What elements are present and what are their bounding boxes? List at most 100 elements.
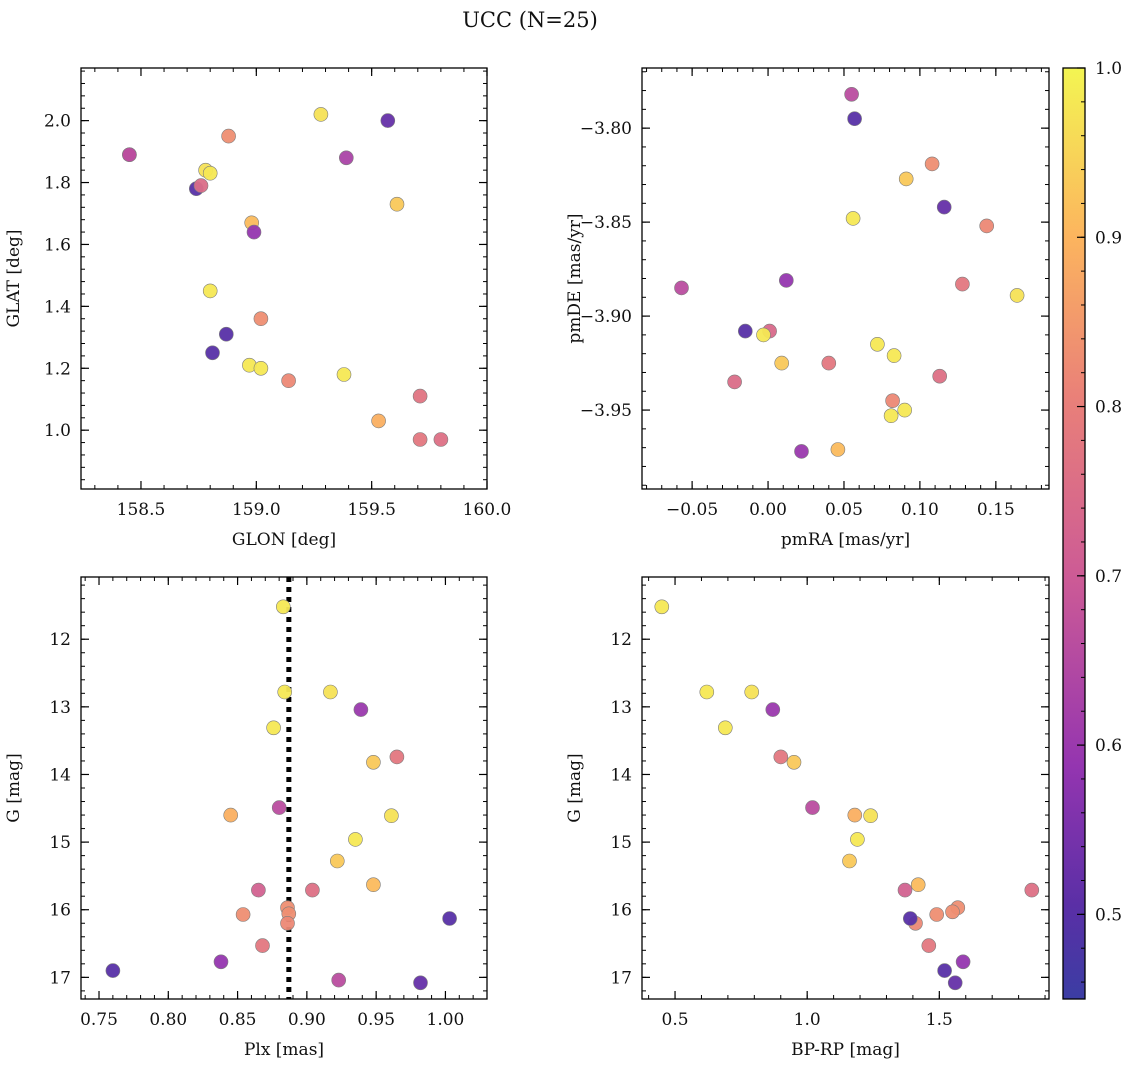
- scatter-point: [929, 907, 945, 922]
- scatter-point: [842, 853, 857, 869]
- scatter-point: [737, 323, 753, 339]
- y-axis-label: G [mag]: [565, 753, 585, 822]
- x-tick-label: 1.5: [926, 1010, 953, 1030]
- plot-frame: [80, 576, 488, 1000]
- scatter-point: [213, 954, 229, 970]
- colorbar-tick-label: 0.6: [1095, 736, 1122, 756]
- colorbar-tick-label: 0.9: [1095, 228, 1122, 248]
- scatter-point: [122, 147, 137, 162]
- scatter-point: [945, 904, 960, 920]
- scatter-point: [384, 808, 399, 824]
- scatter-point: [433, 432, 449, 447]
- scatter-point: [266, 720, 281, 736]
- scatter-point: [280, 915, 295, 931]
- scatter-point: [442, 911, 457, 926]
- y-axis-label: GLAT [deg]: [4, 229, 24, 327]
- scatter-point: [1024, 882, 1040, 898]
- scatter-point: [1009, 288, 1025, 303]
- scatter-point: [765, 702, 781, 717]
- x-axis-label: Plx [mas]: [244, 1040, 324, 1060]
- y-axis-label: G [mag]: [4, 753, 24, 822]
- scatter-point: [277, 684, 293, 700]
- scatter-point: [955, 954, 971, 970]
- scatter-point: [773, 749, 789, 765]
- scatter-point: [897, 402, 913, 418]
- scatter-point: [794, 444, 809, 459]
- scatter-point: [235, 907, 251, 922]
- scatter-point: [223, 807, 238, 823]
- y-tick-label: 13: [610, 698, 632, 718]
- y-tick-label: 17: [610, 968, 632, 988]
- scatter-point: [253, 311, 269, 327]
- scatter-point: [348, 832, 363, 847]
- scatter-point: [389, 196, 405, 212]
- x-tick-label: 0.00: [749, 500, 787, 520]
- scatter-points: [674, 87, 1025, 459]
- x-axis-label: GLON [deg]: [232, 530, 336, 550]
- scatter-points: [105, 599, 457, 991]
- y-tick-label: 1.4: [44, 297, 71, 317]
- scatter-point: [932, 368, 948, 384]
- scatter-point: [921, 938, 937, 953]
- scatter-point: [786, 754, 802, 770]
- panel-glon-glat: 158.5 159.0 159.5 160.0 1.0 1.2 1.4 1.6 1.8 2.0 GL…: [4, 67, 511, 550]
- colorbar: 0.5 0.6 0.7 0.8 0.9 1.0: [1062, 59, 1122, 1000]
- scatter-point: [275, 599, 291, 615]
- colorbar-tick-label: 0.5: [1095, 905, 1122, 925]
- scatter-point: [774, 355, 790, 371]
- x-tick-label: 0.05: [825, 500, 863, 520]
- colorbar-tick-label: 1.0: [1095, 59, 1122, 79]
- scatter-point: [329, 853, 345, 869]
- scatter-point: [756, 327, 771, 343]
- x-tick-label: −0.05: [666, 500, 718, 520]
- scatter-point: [380, 113, 396, 128]
- y-tick-label: 15: [610, 833, 632, 853]
- y-tick-label: 14: [610, 765, 632, 785]
- scatter-point: [255, 938, 270, 953]
- scatter-point: [924, 156, 940, 172]
- scatter-point: [366, 877, 381, 893]
- y-tick-label: −3.90: [580, 307, 632, 327]
- y-tick-label: −3.85: [580, 213, 632, 233]
- x-tick-label: 1.0: [794, 1010, 821, 1030]
- x-axis-label: pmRA [mas/yr]: [781, 530, 910, 550]
- scatter-point: [323, 684, 338, 700]
- scatter-point: [727, 374, 742, 390]
- scatter-point: [847, 111, 862, 126]
- x-tick-label: 159.5: [347, 500, 396, 520]
- y-tick-label: 12: [610, 630, 632, 650]
- scatter-point: [305, 882, 320, 898]
- x-tick-label: 0.80: [149, 1010, 187, 1030]
- panel-bprp-g: 0.5 1.0 1.5 12 13 14 15 16 17 BP-RP [mag] G [mag]: [565, 576, 1050, 1060]
- scatter-point: [847, 807, 863, 823]
- scatter-point: [898, 171, 914, 187]
- scatter-point: [844, 87, 859, 102]
- colorbar-gradient: [1062, 67, 1086, 1000]
- y-tick-label: 14: [49, 765, 71, 785]
- scatter-point: [338, 150, 354, 166]
- scatter-point: [251, 882, 266, 898]
- x-tick-label: 0.10: [901, 500, 939, 520]
- scatter-point: [910, 877, 926, 893]
- panel-plx-g: 0.75 0.80 0.85 0.90 0.95 1.00 12 13 14 15 16 17 Plx …: [4, 576, 488, 1060]
- scatter-point: [937, 963, 952, 978]
- scatter-point: [778, 273, 794, 288]
- y-axis-label: pmDE [mas/yr]: [565, 213, 585, 343]
- scatter-point: [863, 808, 878, 824]
- scatter-point: [886, 348, 902, 363]
- scatter-point: [955, 276, 970, 292]
- scatter-point: [313, 107, 329, 122]
- scatter-point: [883, 408, 899, 424]
- scatter-point: [371, 413, 386, 429]
- y-tick-label: −3.95: [580, 401, 632, 421]
- y-tick-label: 2.0: [44, 112, 71, 132]
- scatter-point: [336, 367, 352, 382]
- scatter-point: [870, 336, 885, 352]
- x-tick-label: 0.15: [977, 500, 1015, 520]
- scatter-point: [936, 199, 952, 215]
- scatter-point: [850, 832, 865, 847]
- scatter-point: [202, 165, 218, 181]
- y-tick-label: −3.80: [580, 119, 632, 139]
- plot-frame: [80, 67, 488, 490]
